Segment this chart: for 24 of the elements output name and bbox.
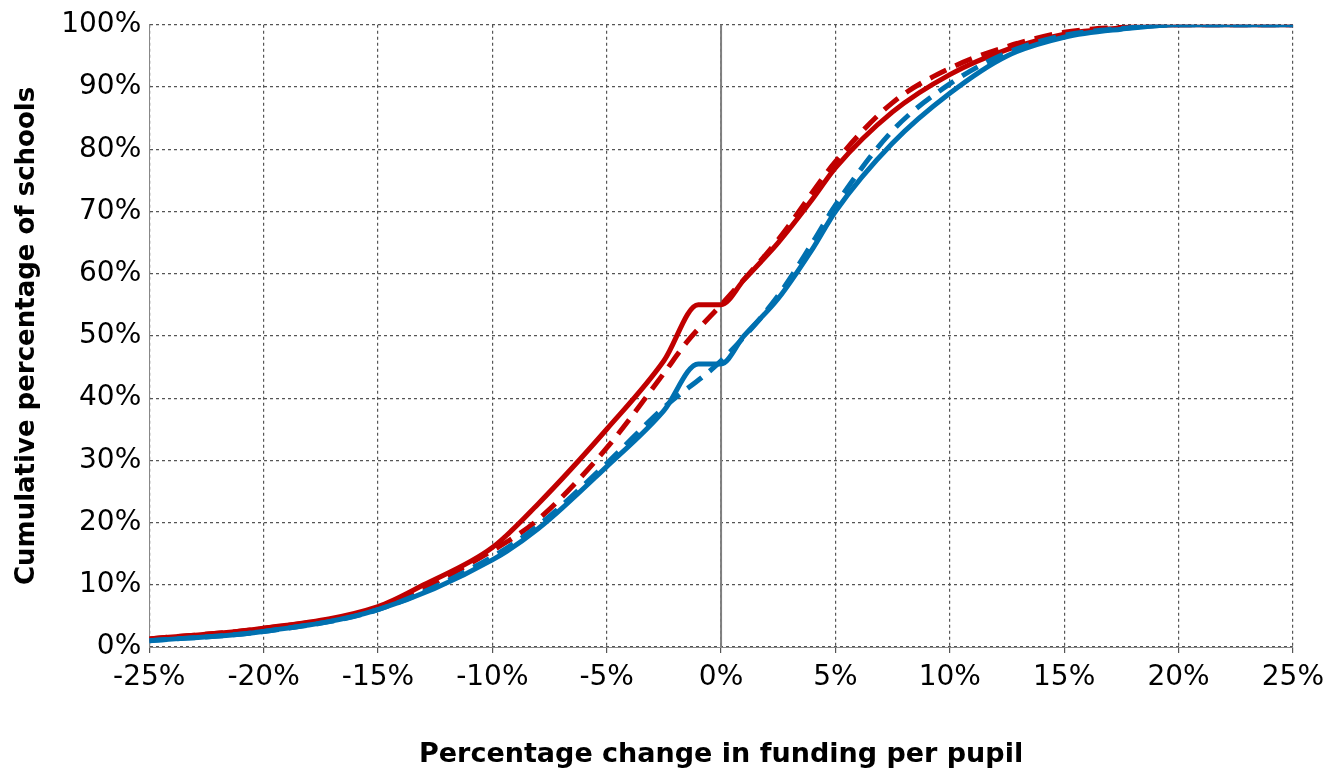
x-tick-label: 15% xyxy=(1033,659,1096,693)
y-axis-title: Cumulative percentage of schools xyxy=(10,86,41,586)
x-tick-label: -15% xyxy=(341,659,415,693)
y-tick-label: 20% xyxy=(79,503,142,537)
y-tick-label: 0% xyxy=(96,628,142,662)
x-tick-label: 5% xyxy=(813,659,858,693)
y-tick-label: 30% xyxy=(79,441,142,475)
x-tick-label: 20% xyxy=(1147,659,1210,693)
x-tick-label: 25% xyxy=(1261,659,1324,693)
y-tick-label: 10% xyxy=(79,566,142,600)
y-tick-label: 60% xyxy=(79,254,142,288)
x-tick-label: 0% xyxy=(698,659,744,693)
y-tick-label: 90% xyxy=(79,68,142,102)
x-tick-label: -10% xyxy=(456,659,529,693)
y-tick-label: 100% xyxy=(61,6,142,40)
y-tick-label: 50% xyxy=(79,317,142,351)
x-tick-label: 10% xyxy=(918,659,981,693)
x-axis-title: Percentage change in funding per pupil xyxy=(418,736,1024,768)
y-tick-label: 40% xyxy=(79,379,142,413)
x-tick-label: -5% xyxy=(579,659,634,693)
x-tick-label: -20% xyxy=(227,659,300,693)
y-tick-label: 80% xyxy=(79,130,142,164)
x-tick-label: -25% xyxy=(113,659,186,693)
y-tick-label: 70% xyxy=(79,192,142,226)
